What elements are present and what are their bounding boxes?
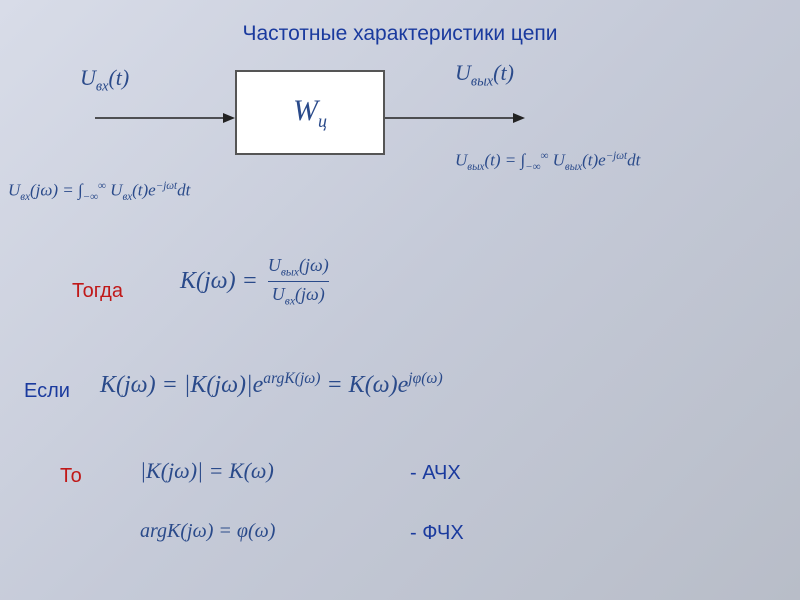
arrow-in-icon [95,108,235,128]
input-fourier-eq: Uвх(jω) = ∫−∞∞ Uвх(t)e−jωtdt [8,180,190,203]
label-esli: Если [24,380,70,403]
k-def-left: K(jω) = [180,268,258,295]
transfer-function-polar: K(jω) = |K(jω)|eargK(jω) = K(ω)ejφ(ω) [100,370,443,399]
block-main: W [293,94,318,127]
fchx-label: - ФЧХ [410,522,464,545]
transfer-block: Wц [235,70,385,155]
transfer-function-def: K(jω) = Uвых(jω) Uвх(jω) [180,255,333,307]
fchx-equation: argK(jω) = φ(ω) [140,520,275,543]
output-fourier-eq: Uвых(t) = ∫−∞∞ Uвых(t)e−jωtdt [455,150,640,173]
output-signal-label: Uвых(t) [455,60,514,90]
label-to: То [60,465,82,488]
arrow-out-icon [385,108,525,128]
k-def-num: Uвых(jω) [264,255,333,281]
input-signal-label: Uвх(t) [80,65,129,95]
k-def-fraction: Uвых(jω) Uвх(jω) [264,255,333,307]
k-def-den: Uвх(jω) [268,281,329,308]
page-title: Частотные характеристики цепи [243,22,558,46]
transfer-block-label: Wц [293,94,327,132]
achx-label: - АЧХ [410,462,461,485]
block-sub: ц [318,111,327,131]
achx-equation: |K(jω)| = K(ω) [140,458,274,484]
label-togda: Тогда [72,280,123,303]
